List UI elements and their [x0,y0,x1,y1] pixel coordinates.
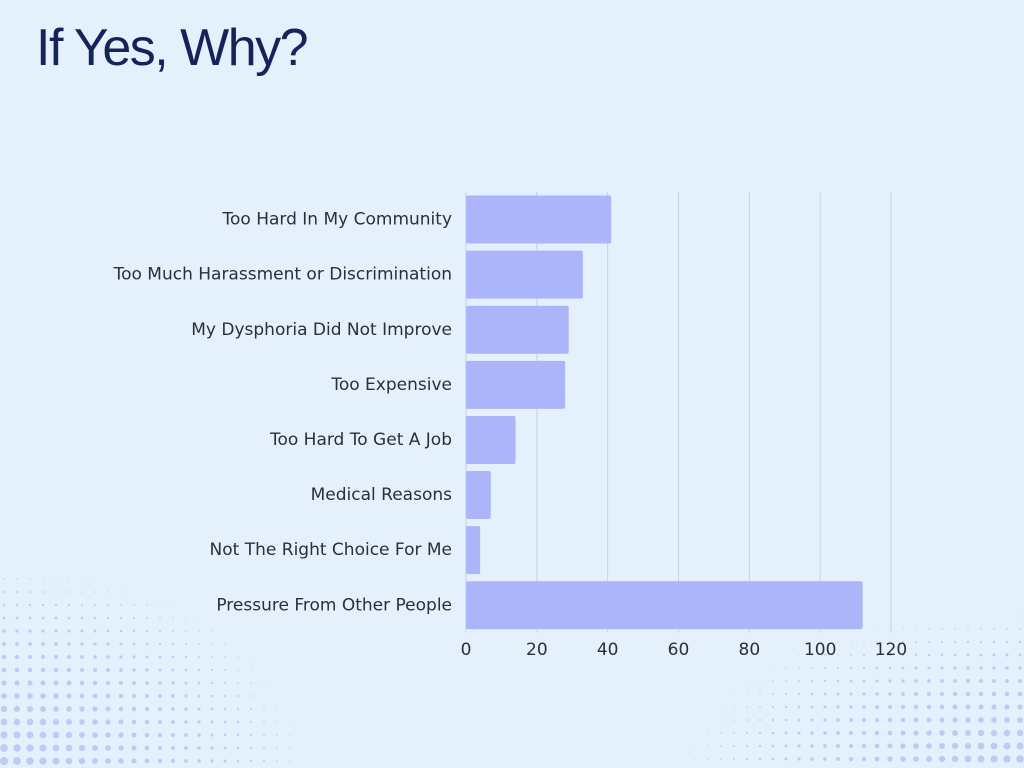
bar-7 [466,581,863,630]
x-tick-label: 0 [461,640,472,660]
bar-6 [466,526,481,575]
x-tick-label: 100 [804,640,836,660]
bar-0 [466,195,612,244]
x-tick-label: 120 [875,640,907,660]
x-tick-label: 60 [668,640,690,660]
category-label: Medical Reasons [311,485,452,505]
bar-3 [466,360,566,409]
category-label: Pressure From Other People [216,595,452,615]
bar-5 [466,471,491,520]
x-tick-label: 80 [739,640,761,660]
category-label: Too Hard To Get A Job [269,430,452,450]
x-tick-label: 20 [526,640,548,660]
category-label: Too Hard In My Community [222,210,453,230]
x-tick-label: 40 [597,640,619,660]
category-label: My Dysphoria Did Not Improve [191,320,452,340]
bar-2 [466,305,569,354]
bar-4 [466,415,516,464]
category-label: Not The Right Choice For Me [210,540,452,560]
bar-1 [466,250,583,299]
category-label: Too Much Harassment or Discrimination [113,265,452,285]
page-title: If Yes, Why? [36,19,309,77]
category-label: Too Expensive [330,375,452,395]
